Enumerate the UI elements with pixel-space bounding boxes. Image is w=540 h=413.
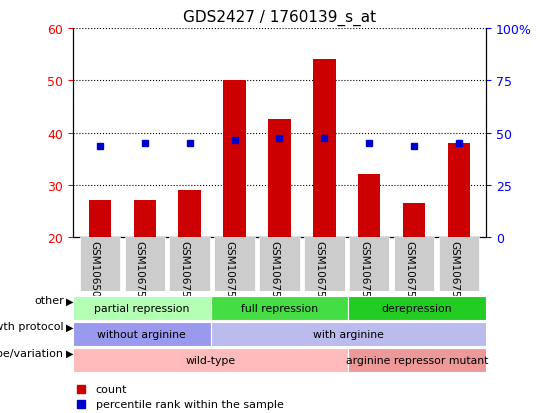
Bar [133, 201, 156, 237]
Text: GSM106756: GSM106756 [314, 240, 325, 303]
Bar [348, 349, 486, 373]
Text: GSM106751: GSM106751 [135, 240, 145, 303]
Bar [313, 60, 335, 237]
Bar [304, 237, 345, 291]
Bar [348, 296, 486, 320]
Text: arginine repressor mutant: arginine repressor mutant [346, 356, 488, 366]
Bar [394, 237, 434, 291]
Text: GSM106755: GSM106755 [269, 240, 280, 303]
Bar [170, 237, 210, 291]
Bar [403, 204, 426, 237]
Bar [178, 190, 201, 237]
Bar [89, 201, 111, 237]
Text: without arginine: without arginine [97, 329, 186, 339]
Bar [439, 237, 480, 291]
Text: ▶: ▶ [66, 296, 73, 306]
Text: genotype/variation: genotype/variation [0, 348, 64, 358]
Bar [73, 296, 211, 320]
Bar [211, 322, 486, 347]
Text: derepression: derepression [382, 303, 453, 313]
Bar [358, 175, 381, 237]
Text: full repression: full repression [241, 303, 318, 313]
Text: GSM106753: GSM106753 [225, 240, 234, 303]
Text: growth protocol: growth protocol [0, 322, 64, 332]
Bar [211, 296, 348, 320]
Bar [259, 237, 300, 291]
Bar [349, 237, 389, 291]
Text: partial repression: partial repression [94, 303, 190, 313]
Text: GSM106759: GSM106759 [449, 240, 459, 303]
Text: ▶: ▶ [66, 348, 73, 358]
Text: with arginine: with arginine [313, 329, 384, 339]
Text: GSM106752: GSM106752 [180, 240, 190, 303]
Text: percentile rank within the sample: percentile rank within the sample [96, 399, 284, 409]
Bar [125, 237, 165, 291]
Text: wild-type: wild-type [186, 356, 235, 366]
Bar [224, 81, 246, 237]
Text: count: count [96, 384, 127, 394]
Bar [73, 349, 348, 373]
Bar [73, 322, 211, 347]
Bar [268, 120, 291, 237]
Text: GSM106758: GSM106758 [404, 240, 414, 303]
Title: GDS2427 / 1760139_s_at: GDS2427 / 1760139_s_at [183, 10, 376, 26]
Bar [448, 144, 470, 237]
Bar [79, 237, 120, 291]
Text: ▶: ▶ [66, 322, 73, 332]
Text: GSM106504: GSM106504 [90, 240, 100, 303]
Bar [214, 237, 255, 291]
Text: GSM106757: GSM106757 [359, 240, 369, 303]
Text: other: other [34, 296, 64, 306]
